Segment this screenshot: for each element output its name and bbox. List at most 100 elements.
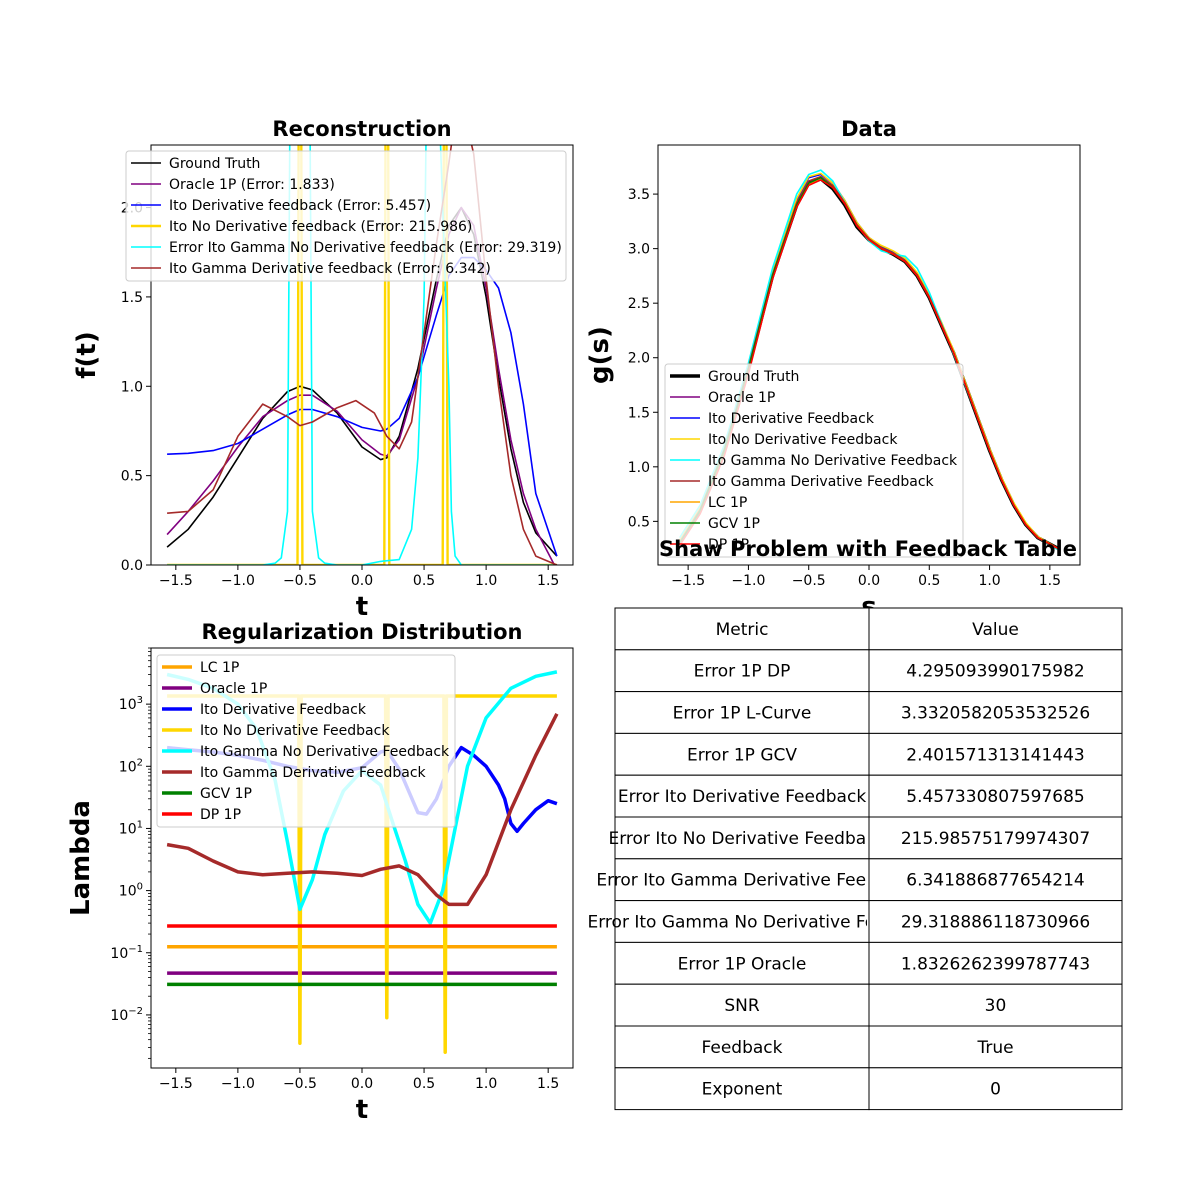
legend-label: Ito No Derivative feedback (Error: 215.9… [169,219,472,235]
table-cell [614,858,870,902]
legend-label: Ito Gamma Derivative Feedback [200,765,427,781]
x-tick-label: −1.0 [221,573,255,589]
legend-label: Ground Truth [708,369,799,385]
table-header-metric: Metric [716,620,769,640]
y-axis-label: f(t) [72,331,102,379]
x-tick-label: −1.0 [731,573,765,589]
legend-label: Ito Gamma Derivative feedback (Error: 6.… [169,261,491,277]
legend-label: GCV 1P [708,516,760,532]
table-cell-text-clip: Exponent [702,1080,783,1100]
table-cell [614,1025,870,1069]
table-header-row: Metric Value [614,607,1123,651]
table-cell-text-clip: Error 1P L-Curve [673,704,812,724]
y-tick-label: 102 [119,757,143,775]
y-tick-label: 1.5 [121,290,143,306]
y-tick-label: 2.5 [628,296,650,312]
axes-title: Reconstruction [272,117,451,141]
y-tick-label: 101 [119,819,143,837]
x-tick-label: 1.0 [978,573,1000,589]
x-tick-label: 1.0 [475,573,497,589]
table-cell [868,1067,1123,1111]
table-cell [868,774,1123,818]
table-row: Error 1P L-Curve 3.3320582053532526 [614,691,1123,734]
legend-label: Ito Derivative feedback (Error: 5.457) [169,198,431,214]
table-value: 0 [990,1080,1001,1100]
table-value: True [976,1038,1013,1058]
table-value: 30 [985,996,1007,1016]
legend-label: GCV 1P [200,786,252,802]
y-tick-label: 3.5 [628,187,650,203]
x-tick-label: 0.5 [413,573,435,589]
x-tick-label: −1.5 [159,1076,193,1092]
table-cell [614,649,870,693]
series-line-5 [167,145,557,565]
table-cell [614,1067,870,1111]
table-cell [868,858,1123,902]
series-line-4 [679,172,1059,550]
table-cell [614,816,870,860]
table-cell [614,983,870,1027]
x-tick-label: 0.0 [351,1076,373,1092]
series-line-3 [167,256,558,557]
table-metric: Exponent [702,1080,783,1100]
x-tick-label: 0.5 [918,573,940,589]
legend-label: DP 1P [708,537,749,553]
legend-label: Oracle 1P (Error: 1.833) [169,177,335,193]
series-line-6 [166,713,559,907]
table-cell-text-clip: Error Ito Gamma Derivative Feedb [596,871,867,891]
table-row: Error 1P Oracle 1.8326262399787743 [614,941,1123,985]
table-cell [614,732,870,776]
y-tick-label: 0.5 [121,469,143,485]
table-value: 4.295093990175982 [906,662,1084,682]
y-tick-label-base: 10 [119,821,137,837]
table-row: Error Ito Derivative Feedback 5.457330807… [614,774,1123,818]
table-row: Error Ito Gamma Derivative Feedb 6.341886… [596,858,1123,902]
series-line-9 [679,179,1059,550]
table-value: 6.341886877654214 [906,871,1084,891]
table-value: 3.3320582053532526 [901,704,1090,724]
x-tick-label: −1.5 [159,573,193,589]
series-line-6 [167,145,558,565]
y-tick-label-exponent: 0 [137,882,143,893]
table-value: 29.318886118730966 [901,913,1090,933]
table-metric: Error 1P GCV [687,745,797,765]
x-tick-label: −0.5 [283,1076,317,1092]
x-axis-label: t [356,592,368,622]
table-cell [614,774,870,818]
legend-label: Ground Truth [169,156,260,172]
table-cell [868,1025,1123,1069]
table-row: Error 1P GCV 2.401571313141443 [614,732,1123,776]
y-tick-label: 0.0 [121,558,143,574]
y-tick-label: 0.5 [628,514,650,530]
table-cell [614,900,870,943]
table-row: Error Ito No Derivative Feedbac 215.98575… [608,816,1123,860]
legend-label: DP 1P [200,807,241,823]
x-tick-label: −0.5 [792,573,826,589]
x-tick-label: 1.5 [1039,573,1061,589]
legend-label: LC 1P [708,495,747,511]
y-tick-label: 1.0 [121,379,143,395]
y-axis-label: g(s) [585,326,615,384]
legend-label: Ito No Derivative Feedback [200,723,390,739]
y-tick-label-exponent: 3 [137,695,143,706]
table-cell [868,983,1123,1027]
x-tick-label: 0.5 [413,1076,435,1092]
x-tick-label: −1.5 [671,573,705,589]
table-row: Feedback True [614,1025,1123,1069]
y-tick-label-exponent: 1 [137,819,143,830]
x-axis-label: t [356,1095,368,1125]
table-value: 5.457330807597685 [906,787,1084,807]
y-tick-label: 1.0 [628,460,650,476]
series-group [678,169,1060,551]
legend-frame [156,654,456,828]
table-row: Error 1P DP 4.295093990175982 [614,649,1123,693]
reconstruction-panel: −1.5−1.0−0.50.00.51.01.50.00.51.01.52.0R… [72,117,574,622]
data-panel: −1.5 −1.0 −0.5 0.0 0.5 1.0 1.5 0.5 1.0 1.5 2.0 2.5 3… [585,117,1081,622]
table-metric: SNR [724,996,760,1016]
legend-label: Ito Gamma No Derivative Feedback [708,453,958,469]
legend-label: Error Ito Gamma No Derivative feedback (… [169,240,562,256]
y-tick-label: 100 [119,882,143,900]
y-tick-label-exponent: −2 [128,1006,143,1017]
table-cell-text-clip: Error Ito Gamma No Derivative Feed [588,913,868,933]
